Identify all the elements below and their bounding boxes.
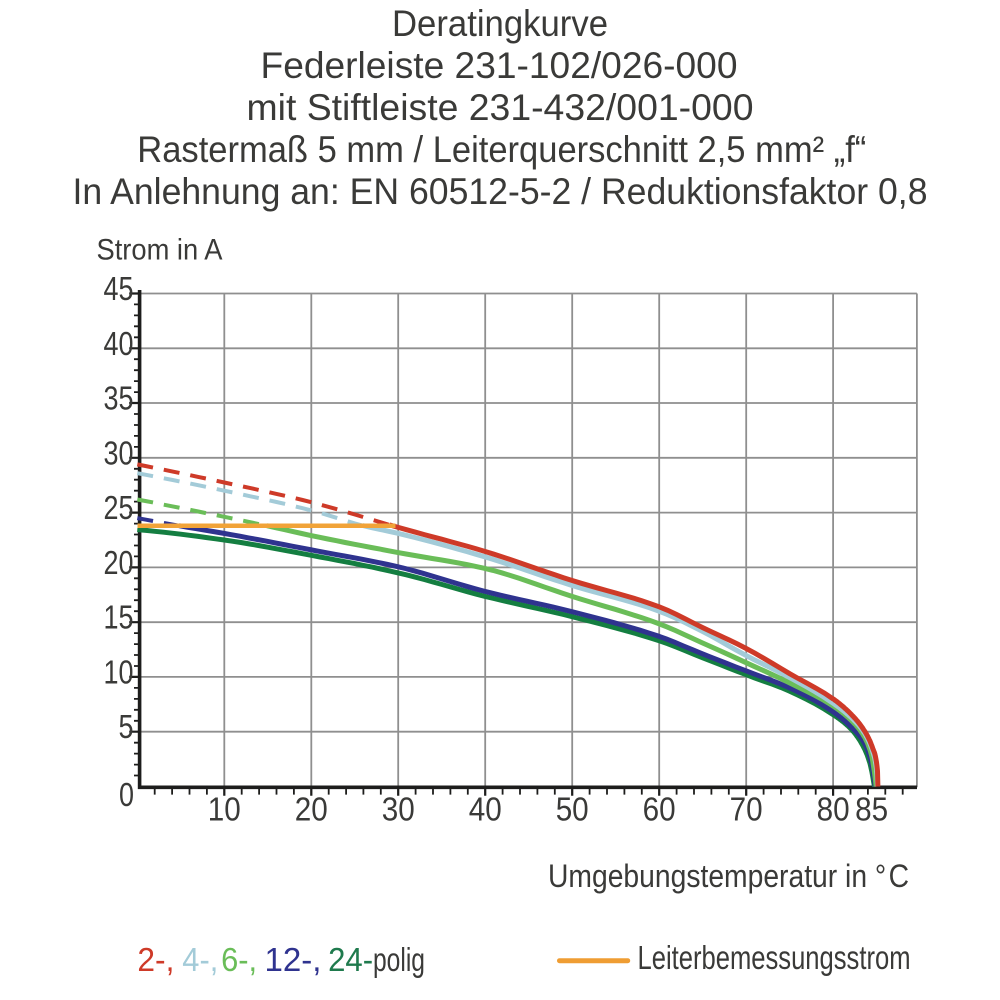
- svg-text:2-,: 2-,: [137, 941, 174, 978]
- svg-text:10: 10: [208, 791, 241, 828]
- svg-text:70: 70: [730, 791, 763, 828]
- svg-text:24-: 24-: [328, 941, 373, 978]
- svg-text:50: 50: [556, 791, 589, 828]
- svg-text:Strom in A: Strom in A: [97, 233, 223, 266]
- svg-text:polig: polig: [373, 941, 425, 978]
- svg-text:0: 0: [119, 776, 134, 813]
- svg-text:60: 60: [643, 791, 676, 828]
- svg-text:40: 40: [104, 325, 134, 362]
- svg-text:5: 5: [119, 708, 134, 745]
- svg-text:45: 45: [104, 270, 134, 307]
- svg-text:20: 20: [104, 544, 134, 581]
- svg-text:Federleiste 231-102/026-000: Federleiste 231-102/026-000: [261, 45, 738, 86]
- svg-text:80: 80: [817, 791, 850, 828]
- svg-text:In Anlehnung an: EN 60512-5-2: In Anlehnung an: EN 60512-5-2 / Reduktio…: [73, 171, 928, 212]
- svg-text:35: 35: [104, 380, 134, 417]
- svg-text:Rastermaß 5 mm / Leiterquersch: Rastermaß 5 mm / Leiterquerschnitt 2,5 m…: [137, 129, 866, 170]
- svg-text:4-,: 4-,: [182, 941, 218, 978]
- svg-text:85: 85: [855, 791, 888, 828]
- svg-text:Deratingkurve: Deratingkurve: [392, 3, 608, 44]
- svg-text:mit Stiftleiste 231-432/001-00: mit Stiftleiste 231-432/001-000: [247, 87, 754, 128]
- svg-text:25: 25: [104, 489, 134, 526]
- svg-text:10: 10: [104, 653, 134, 690]
- svg-text:Umgebungstemperatur in ° C: Umgebungstemperatur in ° C: [548, 858, 909, 894]
- svg-text:6-,: 6-,: [221, 941, 257, 978]
- svg-text:20: 20: [295, 791, 328, 828]
- svg-text:40: 40: [469, 791, 502, 828]
- svg-text:30: 30: [382, 791, 415, 828]
- svg-text:Leiterbemessungsstrom: Leiterbemessungsstrom: [638, 939, 911, 976]
- svg-text:30: 30: [104, 434, 134, 471]
- svg-text:15: 15: [104, 599, 134, 636]
- svg-text:12-,: 12-,: [265, 941, 322, 978]
